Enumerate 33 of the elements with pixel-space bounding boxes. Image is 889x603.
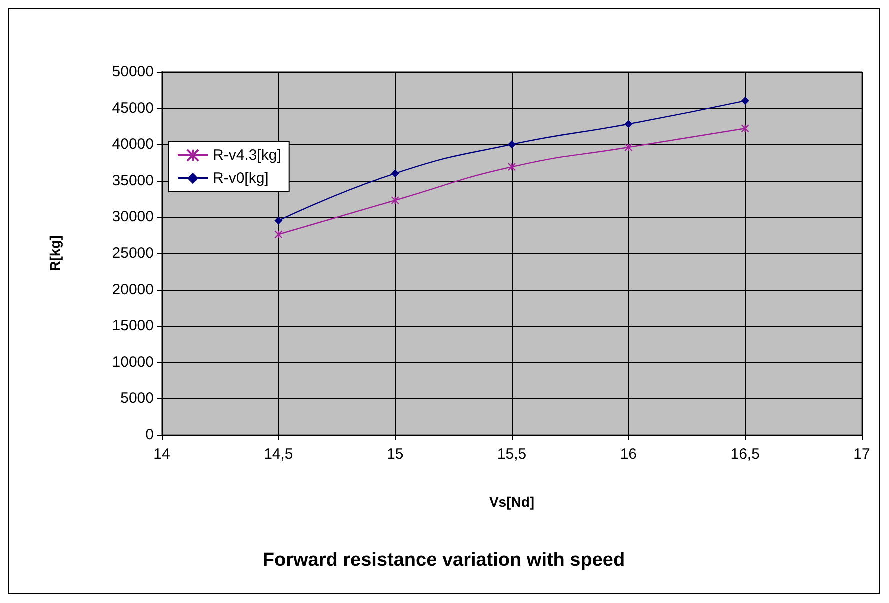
point xyxy=(508,140,516,149)
point xyxy=(391,196,400,205)
legend-label: R-v0[kg] xyxy=(213,170,269,187)
y-tick-label: 20000 xyxy=(112,281,154,298)
y-tick-label: 5000 xyxy=(120,390,154,408)
y-tick-label: 0 xyxy=(146,426,154,444)
y-tick-label: 35000 xyxy=(112,172,154,190)
point xyxy=(508,163,516,172)
x-tick-label: 16,5 xyxy=(730,446,760,463)
x-tick-label: 15,5 xyxy=(497,446,527,463)
legend-label: R-v4.3[kg] xyxy=(213,147,282,164)
x-tick-label: 14 xyxy=(154,446,170,463)
x-axis-title: Vs[Nd] xyxy=(489,494,535,510)
x-tick-label: 14,5 xyxy=(264,446,294,463)
y-axis-title: R[kg] xyxy=(47,236,63,272)
point xyxy=(741,124,750,133)
y-tick-label: 50000 xyxy=(112,64,154,80)
y-tick-label: 40000 xyxy=(112,136,154,154)
x-tick-label: 17 xyxy=(854,446,870,463)
point xyxy=(391,170,400,178)
y-tick-label: 15000 xyxy=(112,318,154,335)
point xyxy=(274,230,283,239)
y-tick-label: 25000 xyxy=(112,245,154,262)
y-tick-label: 10000 xyxy=(112,354,154,371)
point xyxy=(274,216,283,225)
y-tick-label: 45000 xyxy=(112,100,154,117)
x-tick-label: 15 xyxy=(386,446,404,463)
y-tick-label: 30000 xyxy=(112,208,154,226)
point xyxy=(741,97,750,106)
x-tick-label: 16 xyxy=(620,446,638,463)
text: Forward resistance variation with speed xyxy=(262,550,626,571)
point xyxy=(624,143,633,152)
point xyxy=(624,120,633,128)
